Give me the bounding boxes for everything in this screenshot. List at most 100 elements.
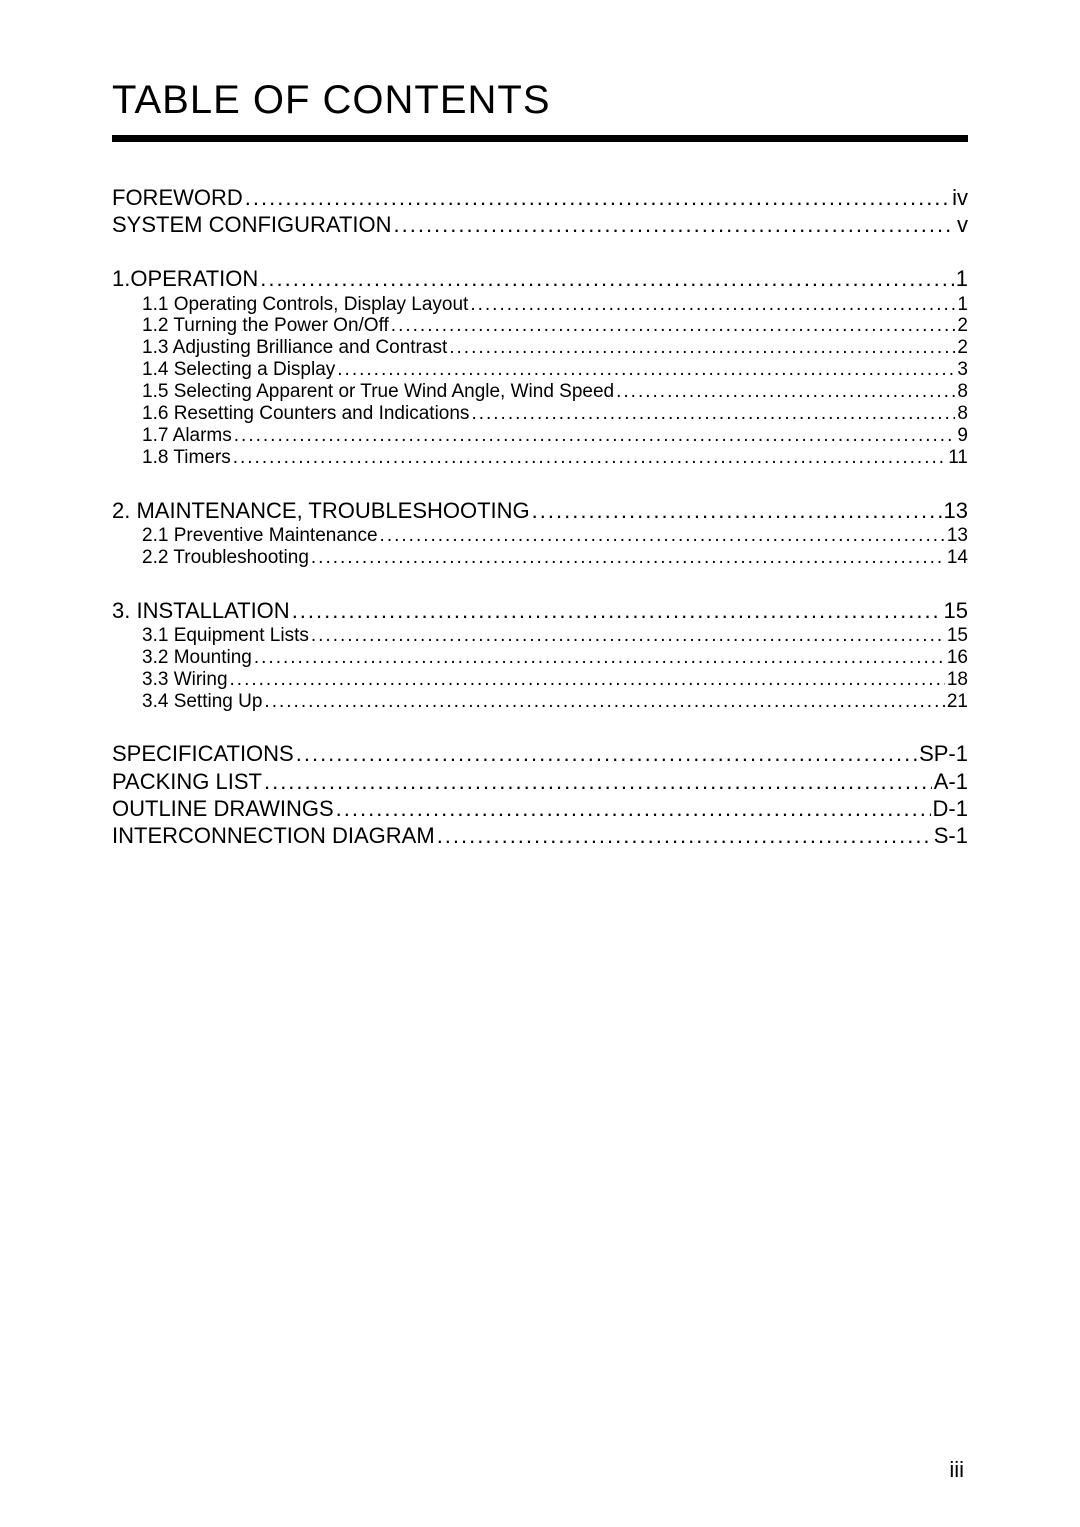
- toc-page: 3: [957, 360, 968, 381]
- toc-item: 1.OPERATION.............................…: [112, 267, 968, 291]
- toc-label: 3. INSTALLATION: [112, 599, 290, 623]
- toc-label: 2.2 Troubleshooting: [142, 548, 309, 569]
- toc-item: OUTLINE DRAWINGS........................…: [112, 797, 968, 821]
- toc-item: 1.6 Resetting Counters and Indications..…: [112, 404, 968, 425]
- toc-group: 1.OPERATION.............................…: [112, 267, 968, 468]
- toc-leader-dots: ........................................…: [394, 213, 956, 237]
- toc-page: 2: [957, 338, 968, 359]
- toc-label: 1.4 Selecting a Display: [142, 360, 335, 381]
- toc-item: 1.1 Operating Controls, Display Layout..…: [112, 295, 968, 316]
- toc-label: PACKING LIST: [112, 770, 262, 794]
- toc-group: 3. INSTALLATION.........................…: [112, 599, 968, 713]
- toc-leader-dots: ........................................…: [292, 599, 942, 623]
- toc-page: 18: [947, 670, 968, 691]
- toc-leader-dots: ........................................…: [380, 526, 945, 547]
- toc-item: 2. MAINTENANCE, TROUBLESHOOTING.........…: [112, 499, 968, 523]
- toc-leader-dots: ........................................…: [245, 186, 950, 210]
- toc-item: 2.2 Troubleshooting.....................…: [112, 548, 968, 569]
- toc-group: SPECIFICATIONS..........................…: [112, 742, 968, 848]
- toc-page: 13: [947, 526, 968, 547]
- toc-item: SPECIFICATIONS..........................…: [112, 742, 968, 766]
- toc-label: 1.OPERATION: [112, 267, 258, 291]
- toc-label: 2.1 Preventive Maintenance: [142, 526, 378, 547]
- toc-label: 3.4 Setting Up: [142, 692, 262, 713]
- toc-item: 1.4 Selecting a Display.................…: [112, 360, 968, 381]
- toc-item: 3.2 Mounting............................…: [112, 648, 968, 669]
- toc-leader-dots: ........................................…: [616, 382, 955, 403]
- toc-page: 15: [947, 626, 968, 647]
- toc-page: D-1: [933, 797, 968, 821]
- toc-leader-dots: ........................................…: [260, 267, 953, 291]
- toc-label: 2. MAINTENANCE, TROUBLESHOOTING: [112, 499, 530, 523]
- toc-item: 1.7 Alarms..............................…: [112, 426, 968, 447]
- page-number: iii: [949, 1457, 964, 1483]
- toc-leader-dots: ........................................…: [254, 648, 945, 669]
- toc-item: 1.5 Selecting Apparent or True Wind Angl…: [112, 382, 968, 403]
- toc-leader-dots: ........................................…: [311, 548, 945, 569]
- toc-group: 2. MAINTENANCE, TROUBLESHOOTING.........…: [112, 499, 968, 569]
- page-title: TABLE OF CONTENTS: [112, 78, 968, 123]
- toc-leader-dots: ........................................…: [311, 626, 945, 647]
- toc-page: iv: [952, 186, 968, 210]
- toc-item: 3.3 Wiring..............................…: [112, 670, 968, 691]
- toc-label: 1.5 Selecting Apparent or True Wind Angl…: [142, 382, 614, 403]
- toc-label: FOREWORD: [112, 186, 243, 210]
- toc-page: v: [957, 213, 968, 237]
- toc-label: OUTLINE DRAWINGS: [112, 797, 334, 821]
- toc-item: FOREWORD................................…: [112, 186, 968, 210]
- toc-page: 8: [957, 404, 968, 425]
- toc-leader-dots: ........................................…: [230, 670, 945, 691]
- toc-leader-dots: ........................................…: [234, 426, 956, 447]
- toc-item: 2.1 Preventive Maintenance..............…: [112, 526, 968, 547]
- toc-page: 13: [944, 499, 968, 523]
- toc-label: 1.2 Turning the Power On/Off: [142, 316, 389, 337]
- toc-page: 16: [947, 648, 968, 669]
- toc-label: INTERCONNECTION DIAGRAM: [112, 824, 435, 848]
- toc-leader-dots: ........................................…: [264, 770, 932, 794]
- toc-page: 11: [948, 448, 968, 469]
- toc-page: S-1: [934, 824, 968, 848]
- toc-page: 14: [947, 548, 968, 569]
- toc-item: PACKING LIST............................…: [112, 770, 968, 794]
- toc-leader-dots: ........................................…: [337, 360, 955, 381]
- toc-item: SYSTEM CONFIGURATION....................…: [112, 213, 968, 237]
- toc-item: 1.3 Adjusting Brilliance and Contrast...…: [112, 338, 968, 359]
- toc-leader-dots: ........................................…: [336, 797, 931, 821]
- toc-label: 3.1 Equipment Lists: [142, 626, 309, 647]
- toc-leader-dots: ........................................…: [470, 295, 955, 316]
- toc-page: 1: [957, 295, 968, 316]
- toc-container: FOREWORD................................…: [112, 186, 968, 848]
- toc-label: 1.7 Alarms: [142, 426, 232, 447]
- toc-leader-dots: ........................................…: [532, 499, 942, 523]
- toc-leader-dots: ........................................…: [264, 692, 944, 713]
- toc-item: 3.4 Setting Up..........................…: [112, 692, 968, 713]
- toc-label: SPECIFICATIONS: [112, 742, 294, 766]
- toc-leader-dots: ........................................…: [449, 338, 955, 359]
- toc-leader-dots: ........................................…: [233, 448, 947, 469]
- toc-leader-dots: ........................................…: [296, 742, 917, 766]
- toc-page: 15: [944, 599, 968, 623]
- toc-item: 1.8 Timers..............................…: [112, 448, 968, 469]
- toc-page: 1: [956, 267, 968, 291]
- title-rule: [112, 135, 968, 142]
- toc-item: INTERCONNECTION DIAGRAM.................…: [112, 824, 968, 848]
- toc-leader-dots: ........................................…: [391, 316, 956, 337]
- toc-page: SP-1: [919, 742, 968, 766]
- toc-page: A-1: [934, 770, 968, 794]
- toc-page: 9: [957, 426, 968, 447]
- toc-page: 21: [947, 692, 968, 713]
- toc-page: 2: [957, 316, 968, 337]
- toc-leader-dots: ........................................…: [471, 404, 955, 425]
- toc-item: 3.1 Equipment Lists.....................…: [112, 626, 968, 647]
- toc-label: 1.6 Resetting Counters and Indications: [142, 404, 469, 425]
- toc-label: 1.1 Operating Controls, Display Layout: [142, 295, 468, 316]
- toc-label: 1.8 Timers: [142, 448, 231, 469]
- toc-item: 1.2 Turning the Power On/Off............…: [112, 316, 968, 337]
- toc-label: SYSTEM CONFIGURATION: [112, 213, 392, 237]
- toc-leader-dots: ........................................…: [437, 824, 932, 848]
- toc-label: 1.3 Adjusting Brilliance and Contrast: [142, 338, 447, 359]
- toc-page: 8: [957, 382, 968, 403]
- toc-group: FOREWORD................................…: [112, 186, 968, 237]
- toc-label: 3.2 Mounting: [142, 648, 252, 669]
- toc-item: 3. INSTALLATION.........................…: [112, 599, 968, 623]
